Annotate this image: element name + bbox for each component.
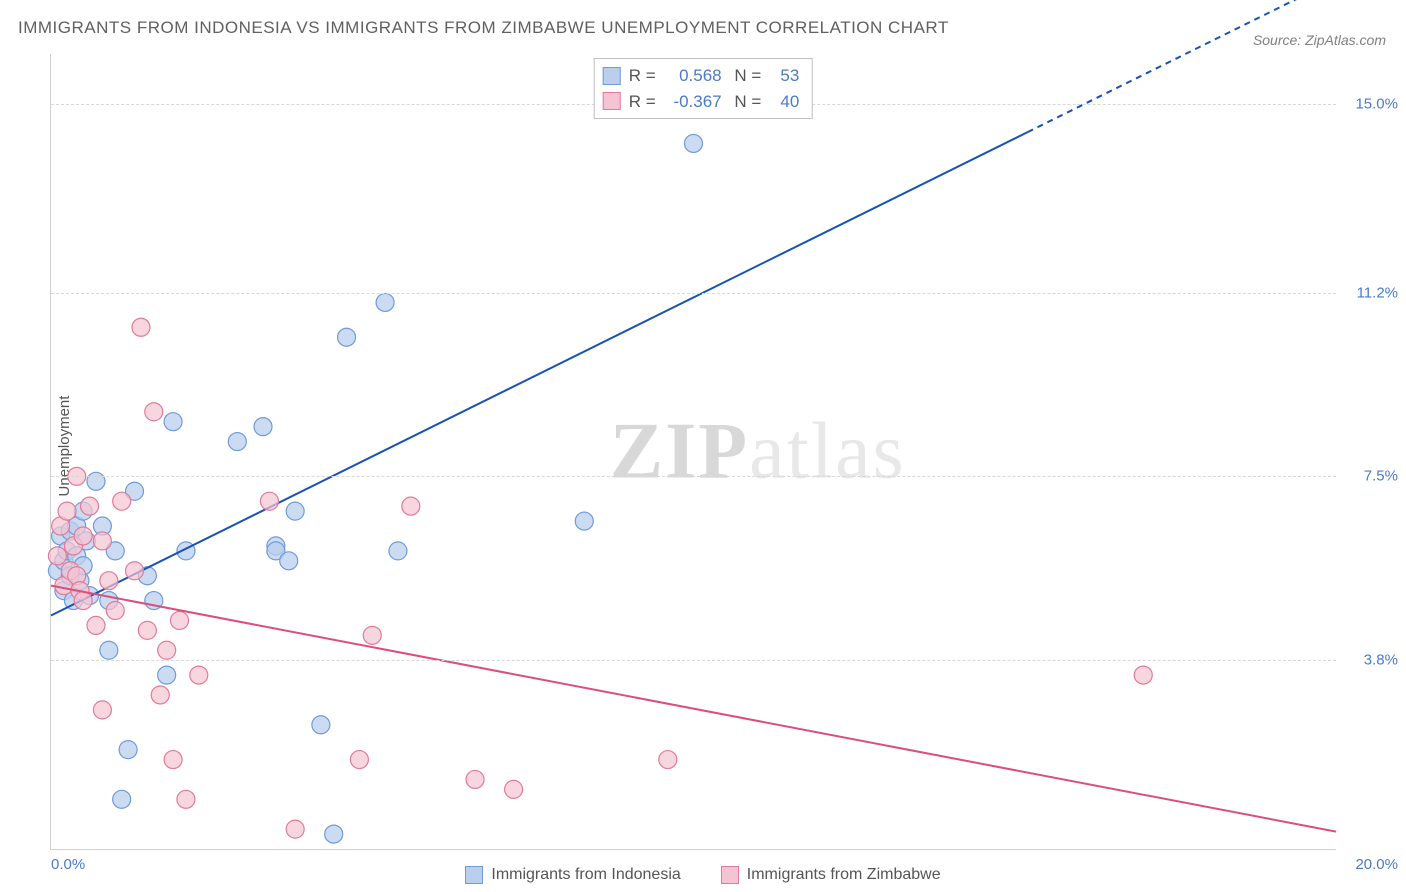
series-legend: Immigrants from Indonesia Immigrants fro… xyxy=(0,866,1406,884)
data-point-zimbabwe xyxy=(58,502,76,520)
swatch-indonesia xyxy=(465,866,483,884)
data-point-zimbabwe xyxy=(93,532,111,550)
data-point-indonesia xyxy=(119,741,137,759)
data-point-zimbabwe xyxy=(505,780,523,798)
data-point-zimbabwe xyxy=(260,492,278,510)
data-point-indonesia xyxy=(158,666,176,684)
regression-line-dashed-indonesia xyxy=(1028,0,1336,132)
data-point-zimbabwe xyxy=(74,527,92,545)
data-point-indonesia xyxy=(286,502,304,520)
plot-svg xyxy=(51,54,1336,849)
chart-title: IMMIGRANTS FROM INDONESIA VS IMMIGRANTS … xyxy=(18,18,949,38)
data-point-zimbabwe xyxy=(48,547,66,565)
y-tick-label: 3.8% xyxy=(1364,652,1398,669)
r-value: 0.568 xyxy=(664,63,722,89)
data-point-zimbabwe xyxy=(138,621,156,639)
r-label: R = xyxy=(629,63,656,89)
data-point-zimbabwe xyxy=(132,318,150,336)
data-point-zimbabwe xyxy=(177,790,195,808)
plot-area: ZIPatlas 0.0% 20.0% 3.8%7.5%11.2%15.0% xyxy=(50,54,1336,850)
data-point-zimbabwe xyxy=(363,626,381,644)
data-point-zimbabwe xyxy=(659,751,677,769)
data-point-zimbabwe xyxy=(100,572,118,590)
legend-label-zimbabwe: Immigrants from Zimbabwe xyxy=(747,866,941,884)
y-tick-label: 11.2% xyxy=(1357,284,1398,301)
gridline xyxy=(51,476,1336,477)
n-label: N = xyxy=(730,63,762,89)
data-point-zimbabwe xyxy=(113,492,131,510)
n-label: N = xyxy=(730,89,762,115)
data-point-indonesia xyxy=(228,433,246,451)
regression-line-indonesia xyxy=(51,132,1028,615)
data-point-indonesia xyxy=(389,542,407,560)
data-point-indonesia xyxy=(254,418,272,436)
corr-row-indonesia: R = 0.568 N = 53 xyxy=(603,63,800,89)
data-point-indonesia xyxy=(312,716,330,734)
data-point-zimbabwe xyxy=(74,592,92,610)
data-point-zimbabwe xyxy=(126,562,144,580)
n-value: 40 xyxy=(769,89,799,115)
data-point-zimbabwe xyxy=(87,616,105,634)
data-point-indonesia xyxy=(113,790,131,808)
data-point-zimbabwe xyxy=(93,701,111,719)
swatch-zimbabwe xyxy=(603,92,621,110)
r-label: R = xyxy=(629,89,656,115)
chart-container: IMMIGRANTS FROM INDONESIA VS IMMIGRANTS … xyxy=(0,0,1406,892)
data-point-indonesia xyxy=(685,134,703,152)
y-tick-label: 15.0% xyxy=(1355,95,1398,112)
source-label: Source: ZipAtlas.com xyxy=(1253,32,1386,48)
regression-line-zimbabwe xyxy=(51,586,1336,832)
data-point-zimbabwe xyxy=(164,751,182,769)
data-point-zimbabwe xyxy=(151,686,169,704)
data-point-zimbabwe xyxy=(402,497,420,515)
data-point-indonesia xyxy=(280,552,298,570)
data-point-zimbabwe xyxy=(350,751,368,769)
n-value: 53 xyxy=(769,63,799,89)
data-point-indonesia xyxy=(100,641,118,659)
data-point-zimbabwe xyxy=(286,820,304,838)
data-point-indonesia xyxy=(87,472,105,490)
swatch-indonesia xyxy=(603,67,621,85)
data-point-zimbabwe xyxy=(158,641,176,659)
correlation-legend-box: R = 0.568 N = 53 R = -0.367 N = 40 xyxy=(594,58,813,119)
data-point-zimbabwe xyxy=(145,403,163,421)
data-point-zimbabwe xyxy=(106,602,124,620)
data-point-indonesia xyxy=(164,413,182,431)
corr-row-zimbabwe: R = -0.367 N = 40 xyxy=(603,89,800,115)
data-point-zimbabwe xyxy=(466,770,484,788)
y-tick-label: 7.5% xyxy=(1364,468,1398,485)
data-point-indonesia xyxy=(325,825,343,843)
data-point-indonesia xyxy=(575,512,593,530)
data-point-zimbabwe xyxy=(171,611,189,629)
data-point-zimbabwe xyxy=(190,666,208,684)
legend-item-indonesia: Immigrants from Indonesia xyxy=(465,866,680,884)
data-point-indonesia xyxy=(376,293,394,311)
data-point-indonesia xyxy=(338,328,356,346)
legend-label-indonesia: Immigrants from Indonesia xyxy=(491,866,680,884)
data-point-zimbabwe xyxy=(81,497,99,515)
r-value: -0.367 xyxy=(664,89,722,115)
swatch-zimbabwe xyxy=(721,866,739,884)
gridline xyxy=(51,293,1336,294)
legend-item-zimbabwe: Immigrants from Zimbabwe xyxy=(721,866,941,884)
data-point-zimbabwe xyxy=(1134,666,1152,684)
gridline xyxy=(51,660,1336,661)
